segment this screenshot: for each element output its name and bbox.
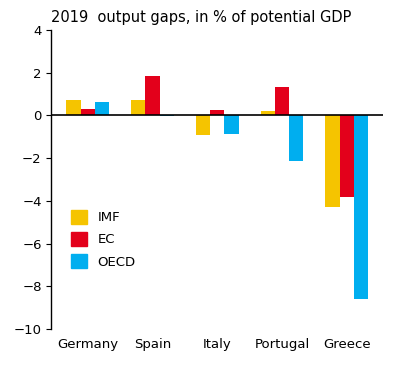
- Bar: [325, 116, 340, 207]
- Bar: [210, 110, 224, 116]
- Bar: [131, 101, 145, 116]
- Bar: [145, 76, 160, 116]
- Legend: IMF, EC, OECD: IMF, EC, OECD: [71, 210, 136, 269]
- Bar: [275, 86, 289, 116]
- Bar: [66, 101, 81, 116]
- Bar: [261, 111, 275, 116]
- Bar: [196, 116, 210, 135]
- Bar: [354, 116, 368, 299]
- Bar: [224, 116, 239, 134]
- Bar: [340, 116, 354, 197]
- Text: 2019  output gaps, in % of potential GDP: 2019 output gaps, in % of potential GDP: [51, 10, 352, 25]
- Bar: [289, 116, 303, 161]
- Bar: [81, 109, 95, 116]
- Bar: [95, 101, 109, 116]
